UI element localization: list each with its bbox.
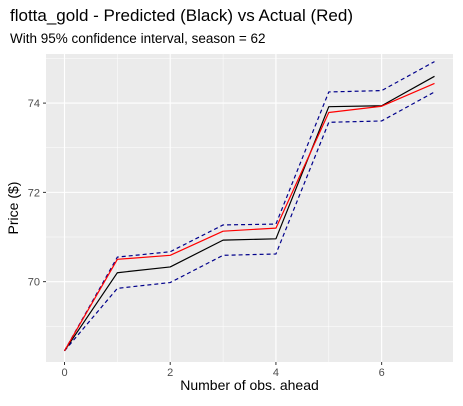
series-layer	[63, 61, 435, 352]
y-tick-label: 74	[28, 98, 40, 110]
x-tick-label: 6	[379, 367, 385, 379]
x-tick-label: 4	[273, 367, 279, 379]
x-tick-label: 0	[61, 367, 67, 379]
actual-line	[63, 82, 435, 352]
y-tick-label: 70	[28, 277, 40, 289]
predicted-line	[64, 75, 435, 352]
chart-title: flotta_gold - Predicted (Black) vs Actua…	[10, 6, 353, 25]
chart-subtitle: With 95% confidence interval, season = 6…	[10, 31, 266, 46]
minor-gridlines	[46, 54, 453, 362]
y-axis-label: Price ($)	[5, 182, 21, 235]
tick-labels: 0 2 4 6 70 72 74	[28, 98, 385, 379]
x-tick-label: 2	[167, 367, 173, 379]
axis-ticks	[43, 102, 383, 365]
lower-ci-line	[64, 91, 435, 352]
upper-ci-line	[63, 61, 435, 352]
y-tick-label: 72	[28, 187, 40, 199]
x-axis-label: Number of obs. ahead	[180, 377, 319, 393]
